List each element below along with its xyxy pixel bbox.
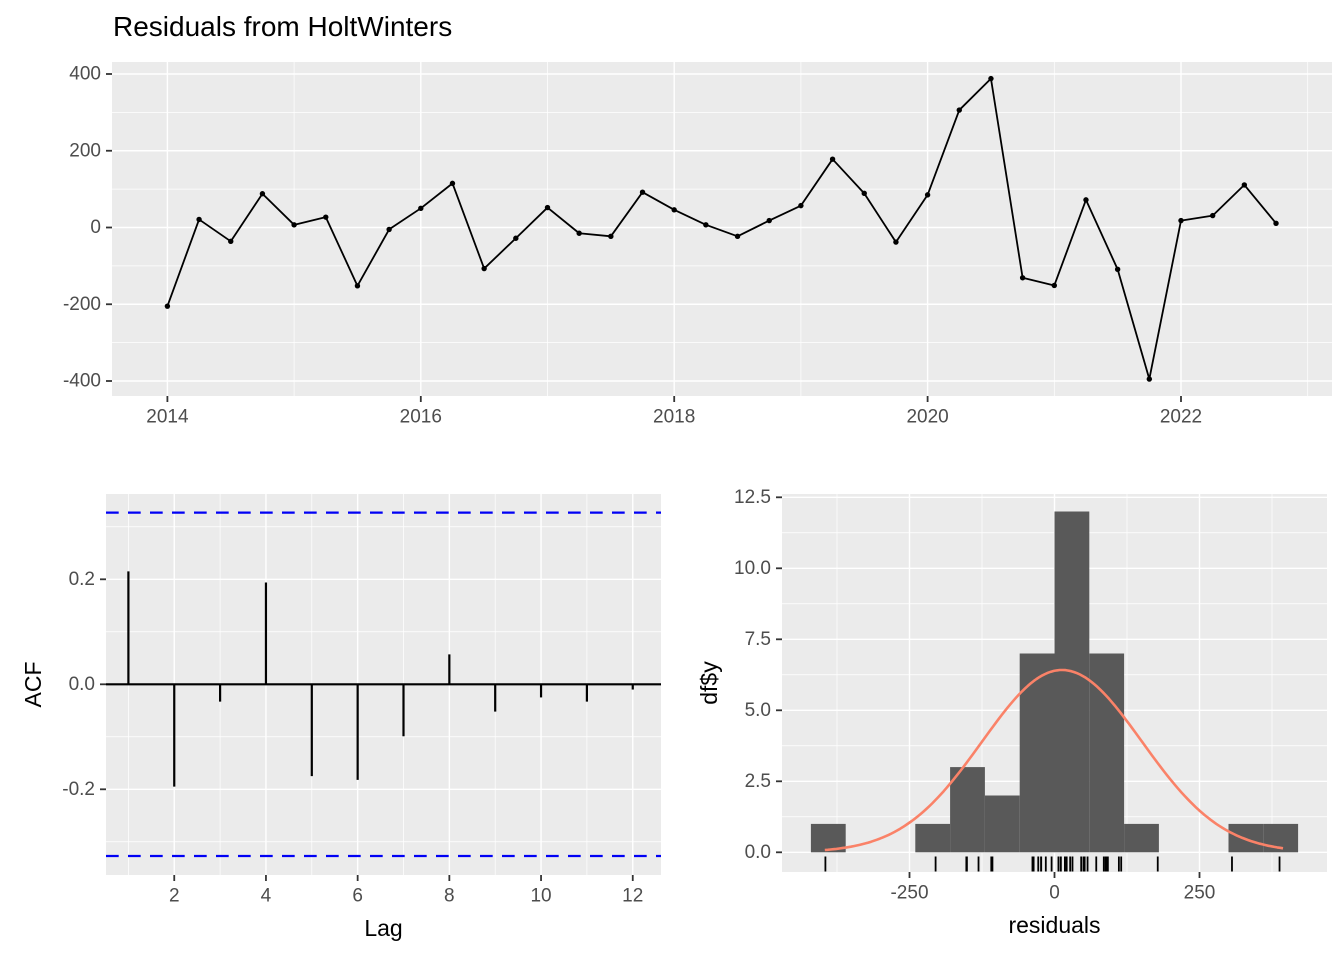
data-point (418, 205, 424, 212)
data-point (893, 239, 899, 245)
data-point (196, 216, 202, 223)
x-axis-tick-label: 8 (444, 886, 455, 907)
histogram-bar (1019, 653, 1055, 853)
y-axis-title: ACF (20, 662, 46, 708)
y-axis-tick-label: -0.2 (62, 779, 95, 800)
y-axis-tick-label: -200 (63, 294, 101, 315)
y-axis-tick-label: 5.0 (745, 700, 771, 721)
x-axis-tick-label: 250 (1184, 883, 1216, 904)
data-point (1114, 266, 1121, 273)
data-point (449, 180, 456, 187)
data-point (861, 190, 867, 197)
data-point (1083, 197, 1089, 203)
data-point (481, 265, 487, 272)
data-point (956, 107, 962, 113)
histogram-bar (915, 823, 951, 853)
y-axis-tick-label: 0.0 (69, 674, 95, 695)
data-point (766, 217, 772, 224)
data-point (323, 214, 329, 220)
data-point (639, 189, 646, 195)
x-axis-title: residuals (1008, 912, 1100, 938)
acf-panel: 0.2 0.0 -0.2 2 4 6 8 10 12 Lag ACF (20, 494, 661, 941)
plot-title: Residuals from HoltWinters (113, 11, 453, 42)
data-point (734, 233, 741, 240)
residual-series-line (166, 77, 1277, 380)
data-point (576, 230, 582, 236)
histogram-axes: 0.0 2.5 5.0 7.5 10.0 12.5 -250 0 250 residuals df$… (696, 487, 1215, 938)
data-point (1019, 275, 1026, 281)
time-series-gridlines (112, 62, 1332, 396)
data-point (924, 192, 931, 198)
rug-marks (824, 856, 1281, 872)
data-point (1273, 220, 1279, 226)
data-point (1209, 212, 1216, 219)
time-series-axes: 400 200 0 -200 -400 2014 2016 2018 2020 2022 (63, 64, 1202, 428)
data-point (1051, 282, 1058, 289)
histogram-bar (1124, 823, 1159, 853)
x-axis-tick-label: 4 (261, 886, 272, 907)
y-axis-tick-label: 12.5 (734, 487, 771, 508)
data-point (1178, 217, 1184, 224)
y-axis-tick-label: 2.5 (745, 771, 771, 792)
x-axis-tick-label: 10 (530, 886, 551, 907)
data-point (671, 207, 677, 213)
data-point (386, 226, 392, 233)
x-axis-tick-label: 2018 (653, 407, 695, 428)
y-axis-tick-label: 10.0 (734, 558, 771, 579)
data-point (1146, 376, 1153, 382)
data-point (829, 156, 836, 162)
data-point (164, 303, 171, 309)
data-point (1241, 182, 1248, 188)
x-axis-tick-label: 2020 (906, 407, 948, 428)
time-series-panel: 400 200 0 -200 -400 2014 2016 2018 2020 2022 (63, 62, 1332, 428)
acf-spikes (127, 571, 634, 787)
data-point (608, 233, 614, 240)
data-point (798, 202, 804, 209)
data-point (228, 238, 234, 245)
data-point (513, 235, 519, 241)
data-point (291, 222, 297, 228)
time-series-panel-background (112, 62, 1332, 396)
y-axis-title: df$y (696, 661, 722, 705)
y-axis-tick-label: 7.5 (745, 629, 771, 650)
y-axis-tick-label: 0.2 (69, 569, 95, 590)
histogram-bar (950, 767, 985, 853)
x-axis-tick-label: 2016 (400, 407, 442, 428)
acf-gridlines (106, 494, 661, 875)
histogram-panel: 0.0 2.5 5.0 7.5 10.0 12.5 -250 0 250 residuals df$… (696, 487, 1327, 938)
data-point (354, 283, 361, 289)
normal-density-curve (824, 668, 1284, 852)
data-point (259, 191, 266, 197)
data-point (544, 204, 551, 211)
data-point (703, 222, 709, 228)
x-axis-tick-label: 2 (169, 886, 180, 907)
y-axis-tick-label: 200 (69, 140, 101, 161)
y-axis-tick-label: 0 (90, 217, 101, 238)
y-axis-tick-label: 0.0 (745, 842, 771, 863)
x-axis-tick-label: 2014 (146, 407, 189, 428)
x-axis-tick-label: 6 (352, 886, 363, 907)
x-axis-tick-label: 0 (1049, 883, 1060, 904)
y-axis-tick-label: -400 (63, 371, 101, 392)
residual-series-points (164, 75, 1279, 382)
histogram-bar (1054, 511, 1090, 853)
x-axis-title: Lag (364, 915, 402, 941)
data-point (988, 75, 994, 82)
x-axis-tick-label: 12 (622, 886, 643, 907)
x-axis-tick-label: 2022 (1160, 407, 1202, 428)
histogram-bar (984, 795, 1020, 853)
acf-axes: 0.2 0.0 -0.2 2 4 6 8 10 12 Lag ACF (20, 569, 643, 941)
y-axis-tick-label: 400 (69, 64, 101, 85)
x-axis-tick-label: -250 (890, 883, 928, 904)
